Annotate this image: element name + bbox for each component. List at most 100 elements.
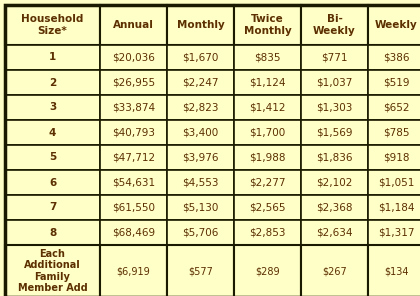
Bar	[167, 120, 234, 145]
Bar	[100, 70, 167, 95]
Text: $652: $652	[383, 102, 410, 112]
Text: $1,051: $1,051	[378, 178, 415, 187]
Bar	[167, 95, 234, 120]
Bar	[100, 245, 167, 296]
Bar	[368, 170, 420, 195]
Bar	[301, 145, 368, 170]
Text: $519: $519	[383, 78, 410, 88]
Bar	[5, 70, 100, 95]
Text: $267: $267	[322, 266, 347, 276]
Text: $2,102: $2,102	[316, 178, 353, 187]
Bar	[100, 170, 167, 195]
Text: $2,565: $2,565	[249, 202, 286, 213]
Text: $577: $577	[188, 266, 213, 276]
Bar	[5, 95, 100, 120]
Bar	[5, 120, 100, 145]
Bar	[5, 245, 100, 296]
Text: Twice
Monthly: Twice Monthly	[244, 15, 291, 36]
Text: $2,247: $2,247	[182, 78, 219, 88]
Bar	[301, 245, 368, 296]
Text: $68,469: $68,469	[112, 228, 155, 237]
Text: $5,706: $5,706	[182, 228, 219, 237]
Bar	[301, 170, 368, 195]
Bar	[167, 220, 234, 245]
Text: $771: $771	[321, 52, 348, 62]
Bar	[368, 70, 420, 95]
Bar	[100, 45, 167, 70]
Text: $2,634: $2,634	[316, 228, 353, 237]
Bar	[234, 245, 301, 296]
Bar	[301, 220, 368, 245]
Text: $1,700: $1,700	[249, 128, 286, 138]
Text: $1,303: $1,303	[316, 102, 353, 112]
Bar	[301, 45, 368, 70]
Bar	[5, 220, 100, 245]
Bar	[167, 145, 234, 170]
Text: $785: $785	[383, 128, 410, 138]
Text: $918: $918	[383, 152, 410, 163]
Text: 8: 8	[49, 228, 56, 237]
Bar	[368, 120, 420, 145]
Bar	[167, 195, 234, 220]
Bar	[234, 45, 301, 70]
Bar	[368, 145, 420, 170]
Bar	[100, 220, 167, 245]
Bar	[301, 95, 368, 120]
Bar	[167, 70, 234, 95]
Text: $386: $386	[383, 52, 410, 62]
Bar	[368, 45, 420, 70]
Bar	[5, 145, 100, 170]
Bar	[100, 145, 167, 170]
Text: $33,874: $33,874	[112, 102, 155, 112]
Bar	[100, 5, 167, 45]
Bar	[368, 5, 420, 45]
Text: $1,836: $1,836	[316, 152, 353, 163]
Text: $26,955: $26,955	[112, 78, 155, 88]
Text: $1,670: $1,670	[182, 52, 219, 62]
Text: $1,569: $1,569	[316, 128, 353, 138]
Text: $1,317: $1,317	[378, 228, 415, 237]
Bar	[234, 120, 301, 145]
Bar	[100, 95, 167, 120]
Text: $47,712: $47,712	[112, 152, 155, 163]
Bar	[368, 195, 420, 220]
Bar	[368, 220, 420, 245]
Text: $61,550: $61,550	[112, 202, 155, 213]
Text: $5,130: $5,130	[182, 202, 219, 213]
Text: 3: 3	[49, 102, 56, 112]
Text: $3,400: $3,400	[182, 128, 219, 138]
Text: 1: 1	[49, 52, 56, 62]
Text: $4,553: $4,553	[182, 178, 219, 187]
Bar	[301, 70, 368, 95]
Bar	[100, 120, 167, 145]
Bar	[5, 195, 100, 220]
Text: Weekly: Weekly	[375, 20, 418, 30]
Bar	[301, 5, 368, 45]
Text: $134: $134	[384, 266, 409, 276]
Bar	[234, 5, 301, 45]
Text: $1,124: $1,124	[249, 78, 286, 88]
Bar	[301, 120, 368, 145]
Bar	[167, 170, 234, 195]
Text: 5: 5	[49, 152, 56, 163]
Text: $1,988: $1,988	[249, 152, 286, 163]
Bar	[5, 170, 100, 195]
Text: Household
Size*: Household Size*	[21, 15, 84, 36]
Text: $6,919: $6,919	[117, 266, 150, 276]
Bar	[167, 245, 234, 296]
Bar	[5, 45, 100, 70]
Text: $2,853: $2,853	[249, 228, 286, 237]
Text: 2: 2	[49, 78, 56, 88]
Bar	[234, 195, 301, 220]
Text: $1,037: $1,037	[316, 78, 353, 88]
Text: $54,631: $54,631	[112, 178, 155, 187]
Text: $1,184: $1,184	[378, 202, 415, 213]
Text: Each
Additional
Family
Member Add: Each Additional Family Member Add	[18, 249, 87, 293]
Bar	[368, 95, 420, 120]
Bar	[100, 195, 167, 220]
Text: 7: 7	[49, 202, 56, 213]
Bar	[368, 245, 420, 296]
Text: 6: 6	[49, 178, 56, 187]
Text: $3,976: $3,976	[182, 152, 219, 163]
Bar	[234, 95, 301, 120]
